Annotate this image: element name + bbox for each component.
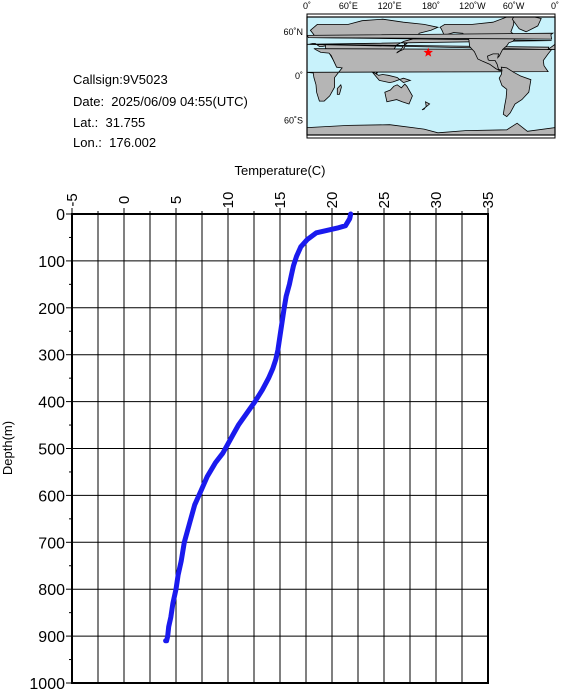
y-tick-label: 800 (38, 582, 65, 599)
station-star-marker (423, 47, 433, 57)
map-latitude-label: 0˚ (295, 71, 303, 81)
uk-land (306, 32, 555, 40)
temperature-profile-series (163, 211, 354, 644)
chart-grid (72, 214, 488, 683)
world-map: 0˚ 60˚E 120˚E 180˚ 120˚W 60˚W 0˚ 60˚N 0˚ 60˚S (283, 1, 559, 139)
x-tick-label: -5 (64, 193, 81, 206)
longitude-label: Lon.: 176.002 (73, 135, 157, 150)
x-tick-label: 20 (324, 192, 341, 209)
y-tick-label: 1000 (29, 676, 65, 690)
indonesia-land (371, 71, 412, 84)
callsign-label: Callsign:9V5023 (73, 72, 168, 87)
station-star-shape (423, 47, 433, 57)
map-longitude-labels: 0˚ 60˚E 120˚E 180˚ 120˚W 60˚W 0˚ (303, 1, 559, 11)
y-tick-label: 900 (38, 629, 65, 646)
south-america-land (498, 66, 532, 118)
date-label: Date: 2025/06/09 04:55(UTC) (73, 94, 248, 109)
new-zealand-land (421, 101, 431, 111)
x-tick-label: 25 (376, 192, 393, 209)
y-axis-ticks: 0 100 200 300 400 500 600 700 800 900 1000 (29, 207, 72, 690)
map-longitude-label: 180˚ (422, 1, 440, 11)
y-tick-label: 700 (38, 535, 65, 552)
y-tick-label: 500 (38, 442, 65, 459)
y-tick-label: 300 (38, 348, 65, 365)
temperature-depth-chart: -5 0 5 10 15 20 25 30 35 01002003004005006007008… (0, 163, 497, 690)
map-longitude-label: 120˚E (378, 1, 402, 11)
madagascar-land (336, 84, 342, 95)
x-tick-label: 35 (480, 192, 497, 209)
x-axis-title: Temperature(C) (234, 163, 325, 178)
y-tick-label: 600 (38, 488, 65, 505)
y-tick-label: 400 (38, 395, 65, 412)
map-border-top-strip (306, 13, 556, 18)
y-tick-label: 100 (38, 254, 65, 271)
temperature-profile-line (163, 211, 354, 644)
map-border-bottom-strip (306, 134, 556, 139)
australia-land (384, 83, 413, 105)
x-axis-ticks: -5 0 5 10 15 20 25 30 35 (64, 192, 497, 214)
japan-land (396, 42, 408, 54)
map-latitude-label: 60˚S (284, 115, 303, 125)
x-tick-label: 5 (168, 196, 185, 204)
map-frame (306, 13, 556, 139)
x-tick-label: 10 (220, 192, 237, 209)
map-longitude-label: 60˚E (339, 1, 358, 11)
x-tick-label: 15 (272, 192, 289, 209)
y-tick-label: 200 (38, 301, 65, 318)
map-land (306, 16, 556, 136)
x-tick-label: 30 (428, 192, 445, 209)
map-longitude-label: 120˚W (459, 1, 486, 11)
y-axis-title: Depth(m) (0, 421, 15, 475)
latitude-label: Lat.: 31.755 (73, 115, 146, 130)
map-latitude-labels: 60˚N 0˚ 60˚S (283, 27, 303, 126)
x-tick-label: 0 (116, 196, 133, 204)
map-latitude-label: 60˚N (283, 27, 303, 37)
y-tick-label: 0 (56, 207, 65, 224)
map-longitude-label: 0˚ (551, 1, 559, 11)
map-longitude-label: 60˚W (503, 1, 525, 11)
map-longitude-label: 0˚ (303, 1, 311, 11)
north-america-land (439, 16, 517, 72)
